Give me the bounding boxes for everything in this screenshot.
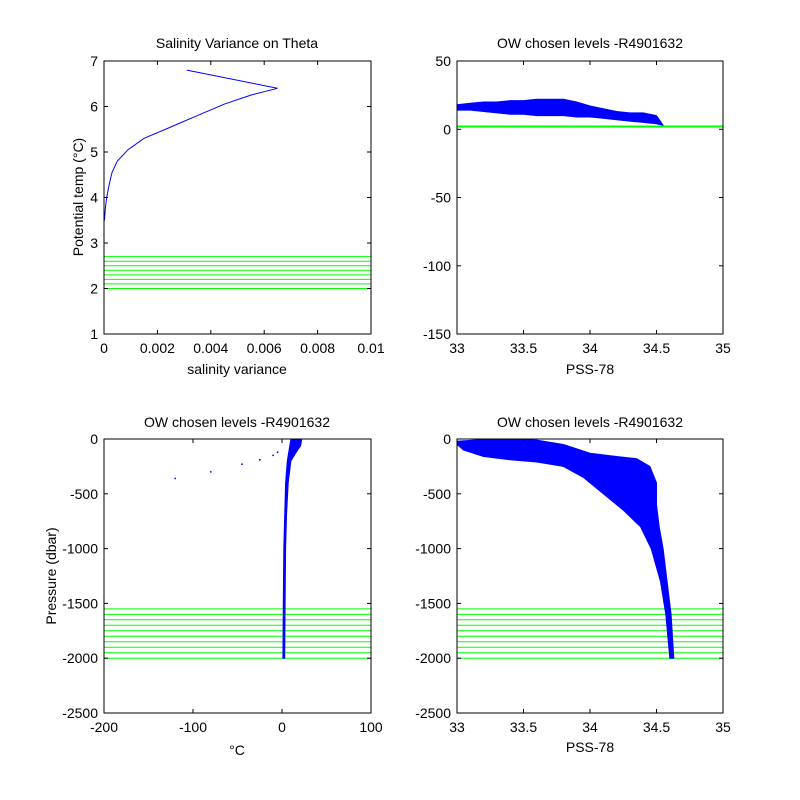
x-tick-label: 33 [449,340,465,356]
scatter-point [209,471,212,473]
panel-ow-levels-theta-salinity: OW chosen levels -R4901632 33 33.5 34 34.5 3… [423,35,731,377]
scatter-point [241,463,243,466]
y-tick-label: 2 [90,281,98,297]
y-tick-label: -100 [423,258,451,274]
x-tick-label: 35 [715,340,731,356]
x-axis-label: PSS-78 [566,739,614,755]
y-tick-label: -50 [431,190,451,206]
x-axis-label: °C [229,742,245,758]
x-tick-label: 0 [278,719,286,735]
x-axis-label: PSS-78 [566,361,614,377]
x-axis: 0 0.002 0.004 0.006 0.008 0.01 [100,61,385,356]
y-tick-label: 0 [90,431,98,447]
y-tick-label: -1000 [415,541,451,557]
y-tick-label: -2500 [62,705,98,721]
data-layer [104,69,278,221]
x-tick-label: 33.5 [510,719,537,735]
profile-band [282,439,303,659]
x-tick-label: 0.002 [140,340,175,356]
y-tick-label: 4 [90,190,98,206]
y-axis-label: Potential temp (°C) [70,138,86,256]
y-tick-label: -1500 [415,595,451,611]
y-tick-label: -2500 [415,705,451,721]
y-tick-label: -150 [423,326,451,342]
x-tick-label: 100 [359,719,383,735]
profile-band [456,98,664,126]
scatter-point [258,458,261,461]
x-tick-label: 33.5 [510,340,537,356]
data-layer [174,439,303,659]
x-axis: 33 33.5 34 34.5 35 [449,61,731,356]
x-tick-label: 0 [100,340,108,356]
x-axis-label: salinity variance [187,361,287,377]
levels-layer [457,608,723,659]
axes-frame [103,438,372,714]
y-axis: 1 2 3 4 5 6 7 [90,53,371,342]
panel-ow-levels-temperature: OW chosen levels -R4901632 -200 -100 0 100 … [43,414,383,758]
y-tick-label: -500 [423,486,451,502]
y-tick-label: 7 [90,53,98,69]
y-tick-label: 5 [90,144,98,160]
y-tick-label: 0 [443,431,451,447]
x-tick-label: 0.01 [357,340,384,356]
levels-layer [104,256,371,289]
panel-title: Salinity Variance on Theta [156,35,318,51]
x-axis: 33 33.5 34 34.5 35 [449,439,731,735]
y-tick-label: -1000 [62,541,98,557]
y-axis-label: Pressure (dbar) [43,527,59,624]
panel-title: OW chosen levels -R4901632 [144,414,330,430]
panel-ow-levels-pressure-salinity: OW chosen levels -R4901632 33 33.5 34 34.5 3… [415,414,731,755]
y-axis: -2500 -2000 -1500 -1000 -500 0 [415,431,723,721]
scatter-point [276,451,279,454]
x-tick-label: 35 [715,719,731,735]
levels-layer [104,608,371,659]
y-tick-label: 6 [90,99,98,115]
y-axis: -150 -100 -50 0 50 [423,53,723,342]
y-tick-label: 1 [90,326,98,342]
x-tick-label: 0.008 [300,340,335,356]
x-tick-label: 34.5 [643,340,670,356]
y-tick-label: -2000 [415,650,451,666]
panel-salinity-variance: Salinity Variance on Theta 0 0.002 0.004 0.… [70,35,385,377]
scatter-point [174,477,177,480]
panel-title: OW chosen levels -R4901632 [497,414,683,430]
y-tick-label: -500 [70,486,98,502]
data-layer [456,98,664,126]
x-tick-label: 34.5 [643,719,670,735]
x-tick-label: 0.004 [193,340,228,356]
panel-title: OW chosen levels -R4901632 [497,35,683,51]
x-axis: -200 -100 0 100 [90,439,383,735]
y-tick-label: 0 [443,121,451,137]
x-tick-label: 34 [582,340,598,356]
y-tick-label: 3 [90,235,98,251]
y-axis: -2500 -2000 -1500 -1000 -500 0 [62,431,371,721]
y-tick-label: -2000 [62,650,98,666]
data-layer [456,439,675,659]
profile-band [456,439,675,659]
x-tick-label: -100 [179,719,207,735]
x-tick-label: 0.006 [247,340,282,356]
x-tick-label: 33 [449,719,465,735]
x-tick-label: -200 [90,719,118,735]
y-tick-label: 50 [435,53,451,69]
scatter-point [272,454,274,457]
series-line [104,69,278,221]
x-tick-label: 34 [582,719,598,735]
y-tick-label: -1500 [62,595,98,611]
